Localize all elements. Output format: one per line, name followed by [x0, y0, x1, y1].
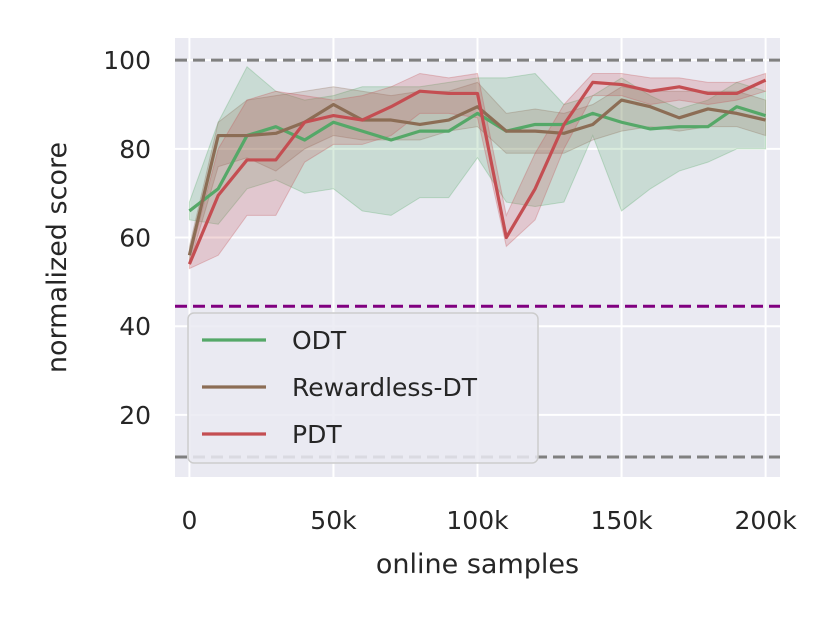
- x-tick-label: 150k: [590, 506, 653, 535]
- y-tick-label: 20: [119, 401, 151, 430]
- x-tick-label: 200k: [734, 506, 797, 535]
- y-tick-label: 100: [103, 46, 151, 75]
- series-line: [187, 78, 767, 265]
- legend-box: [187, 312, 539, 464]
- legend-entry: Rewardless-DT: [292, 373, 478, 402]
- x-axis-label: online samples: [376, 549, 579, 580]
- legend-entry: PDT: [292, 420, 342, 449]
- legend-entry: ODT: [292, 326, 347, 355]
- y-tick-label: 60: [119, 224, 151, 253]
- x-tick-label: 0: [181, 506, 197, 535]
- tick-labels: 0 50k 100k 150k 200k 20 40 60 80 100: [103, 46, 797, 535]
- y-tick-label: 40: [119, 312, 151, 341]
- series-lines: [187, 78, 767, 265]
- confidence-band: [188, 81, 767, 265]
- series-line: [187, 98, 766, 256]
- x-tick-label: 50k: [310, 506, 357, 535]
- y-tick-label: 80: [119, 135, 151, 164]
- x-tick-label: 100k: [446, 506, 509, 535]
- legend: ODT Rewardless-DT PDT: [187, 312, 539, 464]
- y-axis-label: normalized score: [42, 142, 73, 373]
